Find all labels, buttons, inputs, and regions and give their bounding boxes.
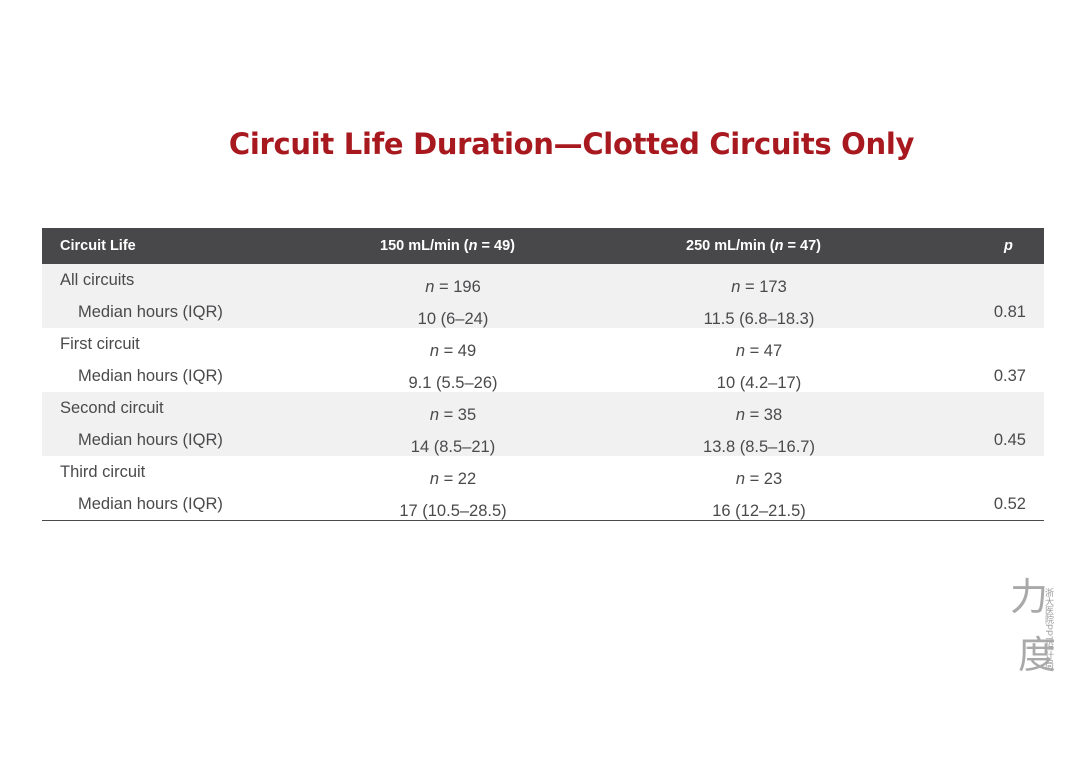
n-250-value: n = 38	[736, 406, 782, 425]
n-symbol: n	[425, 278, 435, 296]
header-250-ml-min: 250 mL/min (n = 47)	[686, 238, 821, 254]
row-label: Second circuit	[60, 399, 164, 417]
median-150-value: 14 (8.5–21)	[410, 438, 496, 456]
watermark-text: 浙大医院PPT设计局	[1044, 588, 1054, 669]
p-value: 0.52	[993, 495, 1026, 513]
watermark-logo: 力 浙大医院PPT设计局 度	[1008, 566, 1058, 677]
n-250-count: = 38	[745, 406, 783, 424]
n-symbol: n	[735, 470, 746, 488]
table-row: Median hours (IQR) 9.1 (5.5–26) 10 (4.2–17…	[42, 360, 1044, 392]
n-symbol: n	[429, 342, 440, 360]
header-p-value: p	[1004, 238, 1013, 254]
header-250-n: n	[774, 238, 784, 254]
n-150-value: n = 35	[430, 406, 476, 425]
median-label: Median hours (IQR)	[78, 431, 223, 449]
row-label: All circuits	[60, 271, 135, 289]
n-150-count: = 22	[439, 470, 477, 488]
median-label: Median hours (IQR)	[78, 367, 223, 385]
n-250-value: n = 23	[736, 470, 782, 489]
n-symbol: n	[735, 406, 746, 424]
table-row: Third circuit n = 22 n = 23	[42, 456, 1044, 488]
table-group: Third circuit n = 22 n = 23 Median hours (I…	[42, 456, 1044, 520]
n-symbol: n	[429, 470, 440, 488]
p-value: 0.81	[993, 303, 1026, 321]
median-150-value: 9.1 (5.5–26)	[408, 374, 498, 392]
median-150-value: 10 (6–24)	[417, 310, 489, 328]
median-150-value: 17 (10.5–28.5)	[399, 502, 507, 520]
p-value: 0.37	[993, 367, 1026, 385]
n-250-value: n = 47	[736, 342, 782, 361]
n-symbol: n	[429, 406, 440, 424]
median-250-value: 16 (12–21.5)	[712, 502, 806, 520]
row-label: Third circuit	[60, 463, 146, 481]
watermark-char-2: 度	[1018, 633, 1057, 677]
n-150-value: n = 196	[425, 278, 481, 297]
header-150-suffix: = 49)	[477, 238, 515, 254]
circuit-life-table: Circuit Life 150 mL/min (n = 49) 250 mL/…	[42, 228, 1044, 521]
median-label: Median hours (IQR)	[78, 303, 223, 321]
n-150-count: = 196	[434, 278, 481, 296]
p-value: 0.45	[993, 431, 1026, 449]
header-250-suffix: = 47)	[783, 238, 821, 254]
n-250-count: = 23	[745, 470, 783, 488]
header-150-prefix: 150 mL/min (	[380, 238, 469, 254]
n-150-value: n = 22	[430, 470, 476, 489]
header-250-prefix: 250 mL/min (	[686, 238, 775, 254]
table-row: Median hours (IQR) 14 (8.5–21) 13.8 (8.5–1…	[42, 424, 1044, 456]
table-group: Second circuit n = 35 n = 38 Median hours (…	[42, 392, 1044, 456]
median-label: Median hours (IQR)	[78, 495, 223, 513]
watermark-char-1: 力	[1010, 575, 1049, 619]
header-150-ml-min: 150 mL/min (n = 49)	[380, 238, 515, 254]
median-250-value: 10 (4.2–17)	[716, 374, 802, 392]
table-row: Second circuit n = 35 n = 38	[42, 392, 1044, 424]
table-row: First circuit n = 49 n = 47	[42, 328, 1044, 360]
table-body: All circuits n = 196 n = 173 Median hours (…	[42, 264, 1044, 520]
table-group: All circuits n = 196 n = 173 Median hours (…	[42, 264, 1044, 328]
header-circuit-life: Circuit Life	[60, 238, 136, 254]
table-row: Median hours (IQR) 10 (6–24) 11.5 (6.8–18.…	[42, 296, 1044, 328]
table-header: Circuit Life 150 mL/min (n = 49) 250 mL/…	[42, 228, 1044, 264]
median-250-value: 11.5 (6.8–18.3)	[703, 310, 815, 328]
n-symbol: n	[735, 342, 746, 360]
n-150-count: = 35	[439, 406, 477, 424]
n-250-count: = 47	[745, 342, 783, 360]
n-symbol: n	[731, 278, 741, 296]
table-row: All circuits n = 196 n = 173	[42, 264, 1044, 296]
table-row: Median hours (IQR) 17 (10.5–28.5) 16 (12–2…	[42, 488, 1044, 520]
n-150-value: n = 49	[430, 342, 476, 361]
slide-title: Circuit Life Duration—Clotted Circuits O…	[228, 127, 915, 161]
n-150-count: = 49	[439, 342, 477, 360]
median-250-value: 13.8 (8.5–16.7)	[703, 438, 815, 456]
n-250-count: = 173	[740, 278, 787, 296]
row-label: First circuit	[60, 335, 140, 353]
header-150-n: n	[468, 238, 478, 254]
table-group: First circuit n = 49 n = 47 Median hours (I…	[42, 328, 1044, 392]
n-250-value: n = 173	[731, 278, 787, 297]
